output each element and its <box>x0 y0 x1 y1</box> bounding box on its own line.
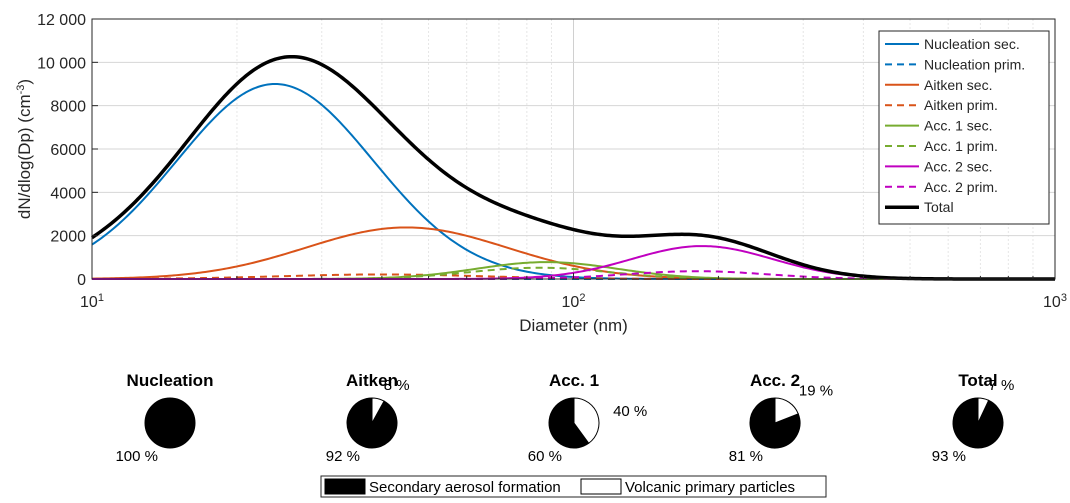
pie-label-primary: 7 % <box>989 377 1015 394</box>
pie-label-secondary: 60 % <box>528 448 562 465</box>
legend-label-nucleation_sec: Nucleation sec. <box>924 36 1020 52</box>
pie-label-primary: 40 % <box>613 403 647 420</box>
pie-label-secondary: 81 % <box>729 448 763 465</box>
axis-ticks: 0 2000 4000 6000 8000 10 000 12 000 101 102 103 <box>37 12 1067 311</box>
line-legend: Nucleation sec. Nucleation prim. Aitken se… <box>878 30 1050 225</box>
pie-label-secondary: 92 % <box>326 448 360 465</box>
legend-label-aitken_prim: Aitken prim. <box>924 97 998 113</box>
pie-legend: Secondary aerosol formation Volcanic prim… <box>320 475 827 498</box>
pie-slice-secondary <box>548 397 590 449</box>
y-tick-label: 10 000 <box>37 55 86 72</box>
pie-title: Acc. 1 <box>549 371 599 390</box>
pie-slice-primary <box>371 397 385 424</box>
pie-label-secondary: 100 % <box>115 448 158 465</box>
legend-label-nucleation_prim: Nucleation prim. <box>924 56 1025 72</box>
size-distribution-chart: 0 2000 4000 6000 8000 10 000 12 000 101 102 103 D… <box>15 12 1067 335</box>
pie-legend-label-primary: Volcanic primary particles <box>625 479 795 496</box>
pie-acc-1: Acc. 1 40 % 60 % <box>528 371 647 465</box>
x-axis-label: Diameter (nm) <box>519 316 628 335</box>
y-tick-label: 0 <box>77 272 86 289</box>
y-axis-label-superscript: -3 <box>15 85 27 95</box>
x-tick-label: 102 <box>562 292 586 311</box>
y-axis-label-main: dN/dlog(Dp) (cm <box>15 94 34 219</box>
pie-slice-primary <box>977 397 990 424</box>
pie-legend-swatch-primary <box>580 478 622 495</box>
pie-legend-box <box>320 475 827 498</box>
pie-acc-2: Acc. 219 % 81 % <box>729 371 833 465</box>
pie-title: Acc. 2 <box>750 371 800 390</box>
series-line-total <box>91 54 1055 281</box>
y-tick-label: 2000 <box>50 229 86 246</box>
pie-legend-swatch-secondary <box>324 478 366 495</box>
pie-title: Aitken <box>346 371 398 390</box>
legend-label-acc1_prim: Acc. 1 prim. <box>924 138 998 154</box>
legend-label-aitken_sec: Aitken sec. <box>924 77 992 93</box>
x-tick-label: 103 <box>1043 292 1067 311</box>
legend-label-acc1_sec: Acc. 1 sec. <box>924 118 992 134</box>
line-legend-box <box>878 30 1050 225</box>
pie-title: Total <box>958 371 997 390</box>
y-axis-label: dN/dlog(Dp) (cm-3) <box>15 79 34 219</box>
pie-label-secondary: 93 % <box>932 448 966 465</box>
y-axis-label-close: ) <box>15 79 34 85</box>
y-tick-label: 12 000 <box>37 12 86 29</box>
x-tick-label: 101 <box>80 292 104 311</box>
pie-nucleation: Nucleation 100 % <box>115 371 213 465</box>
pie-slice-primary <box>573 397 600 444</box>
y-tick-label: 8000 <box>50 99 86 116</box>
legend-label-total: Total <box>924 199 954 215</box>
pie-title: Nucleation <box>127 371 214 390</box>
y-tick-label: 4000 <box>50 185 86 202</box>
y-tick-label: 6000 <box>50 142 86 159</box>
pie-label-primary: 19 % <box>799 383 833 400</box>
pie-slice-secondary <box>144 397 196 449</box>
legend-label-acc2_sec: Acc. 2 sec. <box>924 158 992 174</box>
pie-label-primary: 8 % <box>384 377 410 394</box>
pie-slice-primary <box>774 397 799 424</box>
legend-label-acc2_prim: Acc. 2 prim. <box>924 179 998 195</box>
pie-legend-label-secondary: Secondary aerosol formation <box>369 479 561 496</box>
